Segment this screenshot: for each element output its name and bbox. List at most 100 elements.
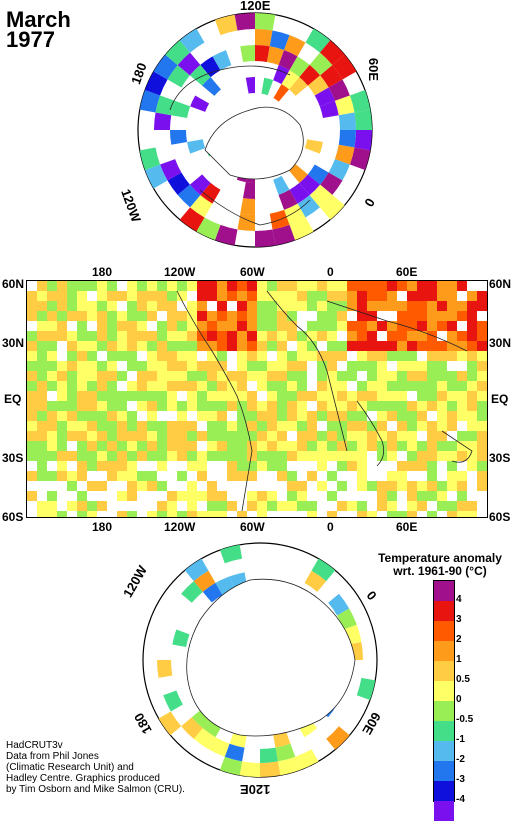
anomaly-cell <box>107 381 117 391</box>
anomaly-cell <box>357 441 367 451</box>
bottom-lon-60e: 60E <box>396 520 418 534</box>
anomaly-cell <box>407 441 417 451</box>
anomaly-cell <box>257 361 267 371</box>
anomaly-cell <box>237 401 247 411</box>
anomaly-cell <box>47 351 57 361</box>
anomaly-cell <box>67 301 77 311</box>
anomaly-cell <box>457 381 467 391</box>
anomaly-cell <box>77 471 87 481</box>
anomaly-cell <box>387 341 397 351</box>
anomaly-cell <box>77 361 87 371</box>
polar-anomaly-cell <box>309 184 333 208</box>
anomaly-cell <box>447 321 457 331</box>
anomaly-cell <box>417 381 427 391</box>
anomaly-cell <box>217 511 227 517</box>
anomaly-cell <box>257 421 267 431</box>
anomaly-cell <box>137 371 147 381</box>
anomaly-cell <box>97 381 107 391</box>
anomaly-cell <box>167 371 177 381</box>
anomaly-cell <box>207 421 217 431</box>
anomaly-cell <box>117 371 127 381</box>
anomaly-cell <box>407 351 417 361</box>
anomaly-cell <box>287 291 297 301</box>
anomaly-cell <box>107 361 117 371</box>
anomaly-cell <box>317 381 327 391</box>
anomaly-cell <box>457 491 467 501</box>
anomaly-cell <box>427 451 437 461</box>
anomaly-cell <box>167 321 177 331</box>
anomaly-cell <box>427 481 437 491</box>
bottom-lon-0: 0 <box>327 520 334 534</box>
anomaly-cell <box>67 311 77 321</box>
anomaly-cell <box>157 291 167 301</box>
anomaly-cell <box>387 471 397 481</box>
anomaly-cell <box>77 321 87 331</box>
anomaly-cell <box>337 451 347 461</box>
anomaly-cell <box>157 361 167 371</box>
polar-anomaly-cell <box>139 147 161 171</box>
anomaly-cell <box>77 281 87 291</box>
anomaly-cell <box>87 371 97 381</box>
anomaly-cell <box>167 511 177 517</box>
anomaly-cell <box>87 401 97 411</box>
anomaly-cell <box>367 391 377 401</box>
anomaly-cell <box>67 281 77 291</box>
anomaly-cell <box>217 331 227 341</box>
anomaly-cell <box>107 421 117 431</box>
anomaly-cell <box>357 291 367 301</box>
anomaly-cell <box>147 401 157 411</box>
anomaly-cell <box>147 291 157 301</box>
anomaly-cell <box>127 311 137 321</box>
polar-anomaly-cell <box>219 756 243 776</box>
anomaly-cell <box>187 491 197 501</box>
anomaly-cell <box>107 441 117 451</box>
anomaly-cell <box>57 441 67 451</box>
anomaly-cell <box>207 451 217 461</box>
anomaly-cell <box>377 361 387 371</box>
top-lon-180: 180 <box>92 265 113 279</box>
anomaly-cell <box>397 481 407 491</box>
anomaly-cell <box>147 341 157 351</box>
anomaly-cell <box>97 441 107 451</box>
anomaly-cell <box>417 481 427 491</box>
anomaly-cell <box>277 381 287 391</box>
anomaly-cell <box>287 421 297 431</box>
anomaly-cell <box>307 341 317 351</box>
anomaly-cell <box>147 351 157 361</box>
anomaly-cell <box>397 431 407 441</box>
anomaly-cell <box>447 451 457 461</box>
anomaly-cell <box>117 411 127 421</box>
anomaly-cell <box>237 301 247 311</box>
polar-anomaly-cell <box>272 224 296 246</box>
anomaly-cell <box>37 331 47 341</box>
anomaly-cell <box>317 441 327 451</box>
anomaly-cell <box>67 411 77 421</box>
anomaly-cell <box>157 441 167 451</box>
anomaly-cell <box>327 431 337 441</box>
anomaly-cell <box>357 331 367 341</box>
anomaly-cell <box>97 391 107 401</box>
anomaly-cell <box>437 441 447 451</box>
anomaly-cell <box>77 341 87 351</box>
anomaly-cell <box>67 431 77 441</box>
anomaly-cell <box>137 291 147 301</box>
anomaly-cell <box>447 481 457 491</box>
anomaly-cell <box>207 371 217 381</box>
anomaly-cell <box>237 341 247 351</box>
anomaly-cell <box>237 451 247 461</box>
anomaly-cell <box>367 381 377 391</box>
anomaly-cell <box>127 491 137 501</box>
anomaly-cell <box>357 391 367 401</box>
anomaly-cell <box>207 361 217 371</box>
anomaly-cell <box>27 421 37 431</box>
anomaly-cell <box>277 451 287 461</box>
polar-anomaly-cell <box>240 197 255 216</box>
credits-line5: by Tim Osborn and Mike Salmon (CRU). <box>6 784 185 795</box>
anomaly-cell <box>137 281 147 291</box>
anomaly-cell <box>97 451 107 461</box>
anomaly-cell <box>77 371 87 381</box>
anomaly-cell <box>167 401 177 411</box>
anomaly-cell <box>437 281 447 291</box>
anomaly-cell <box>267 411 277 421</box>
anomaly-cell <box>367 431 377 441</box>
